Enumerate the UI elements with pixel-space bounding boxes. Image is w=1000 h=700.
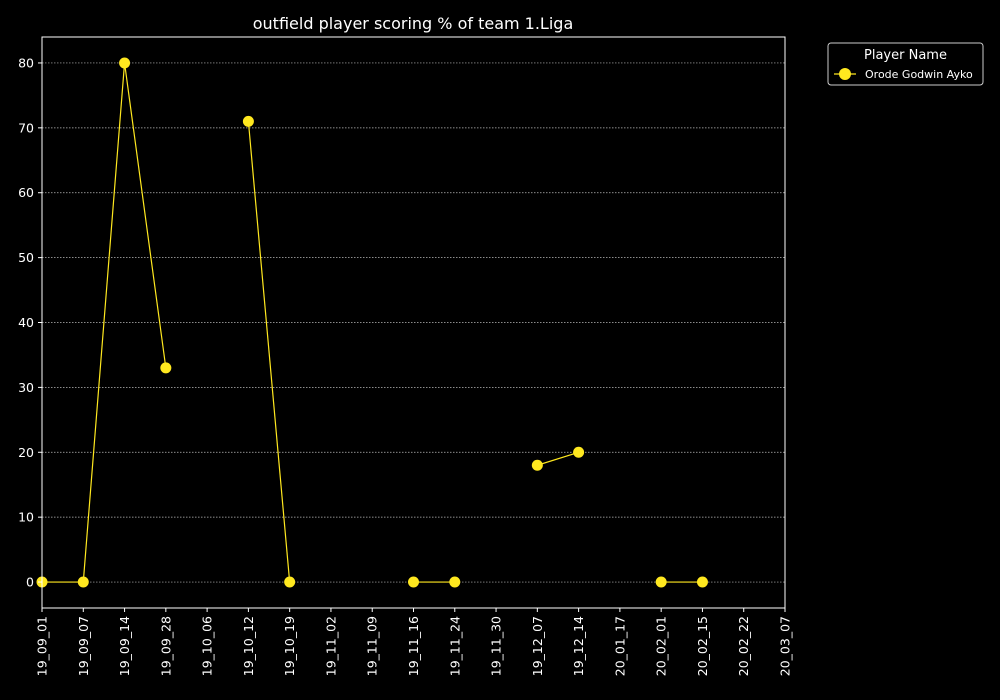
series-lines — [42, 62, 703, 583]
x-tick-label: 19_11_02 — [323, 616, 338, 676]
series-line-segment — [247, 121, 291, 583]
x-tick-label: 19_11_24 — [447, 616, 462, 676]
data-point — [655, 576, 667, 588]
x-tick-label: 19_11_30 — [489, 616, 504, 676]
y-tick-label: 10 — [18, 510, 34, 525]
y-tick-label: 60 — [18, 185, 34, 200]
x-tick-label: 20_02_22 — [736, 616, 751, 676]
y-tick-label: 70 — [18, 120, 34, 135]
data-point — [573, 446, 585, 458]
x-tick-label: 19_09_07 — [76, 616, 91, 676]
legend-frame — [827, 42, 984, 86]
data-point — [531, 459, 543, 471]
data-point — [696, 576, 708, 588]
legend-entry-label: Orode Godwin Ayko — [865, 68, 973, 81]
legend: Player Name Orode Godwin Ayko — [827, 42, 984, 86]
data-point — [408, 576, 419, 588]
x-tick-label: 19_10_12 — [241, 616, 256, 676]
data-point — [242, 115, 254, 127]
x-tick-label: 19_10_06 — [200, 616, 215, 676]
series-line-segment — [42, 62, 167, 583]
x-tick-label: 19_12_07 — [530, 616, 545, 676]
x-tick-label: 19_11_09 — [365, 616, 380, 676]
y-tick-label: 40 — [18, 315, 34, 330]
x-tick-label: 19_09_14 — [117, 616, 132, 676]
x-tick-label: 20_03_07 — [778, 616, 793, 676]
data-point — [119, 57, 131, 69]
x-tick-label: 19_11_16 — [406, 616, 421, 676]
y-axis: 0 10 20 30 40 50 60 70 80 — [18, 55, 42, 590]
legend-title: Player Name — [864, 48, 947, 63]
x-tick-label: 20_01_17 — [612, 616, 627, 676]
data-point — [449, 576, 461, 588]
grid — [42, 62, 785, 583]
series-line-segment — [537, 451, 579, 466]
x-tick-label: 19_10_19 — [282, 616, 297, 676]
data-point — [77, 576, 89, 588]
x-tick-label: 20_02_01 — [654, 616, 669, 676]
data-point — [160, 362, 172, 374]
x-axis: 19_09_01 19_09_07 19_09_14 19_09_28 19_10_06… — [35, 608, 793, 676]
x-tick-label: 19_12_14 — [571, 616, 586, 676]
x-tick-label: 19_09_01 — [35, 616, 50, 676]
y-tick-label: 50 — [18, 250, 34, 265]
x-tick-label: 20_02_15 — [695, 616, 710, 676]
y-tick-label: 80 — [18, 55, 34, 70]
y-tick-label: 30 — [18, 380, 34, 395]
data-point — [284, 576, 296, 588]
chart-title: outfield player scoring % of team 1.Liga — [253, 14, 574, 33]
y-tick-label: 20 — [18, 445, 34, 460]
legend-marker-swatch — [839, 68, 851, 80]
x-tick-label: 19_09_28 — [158, 616, 173, 676]
y-tick-label: 0 — [26, 575, 34, 590]
